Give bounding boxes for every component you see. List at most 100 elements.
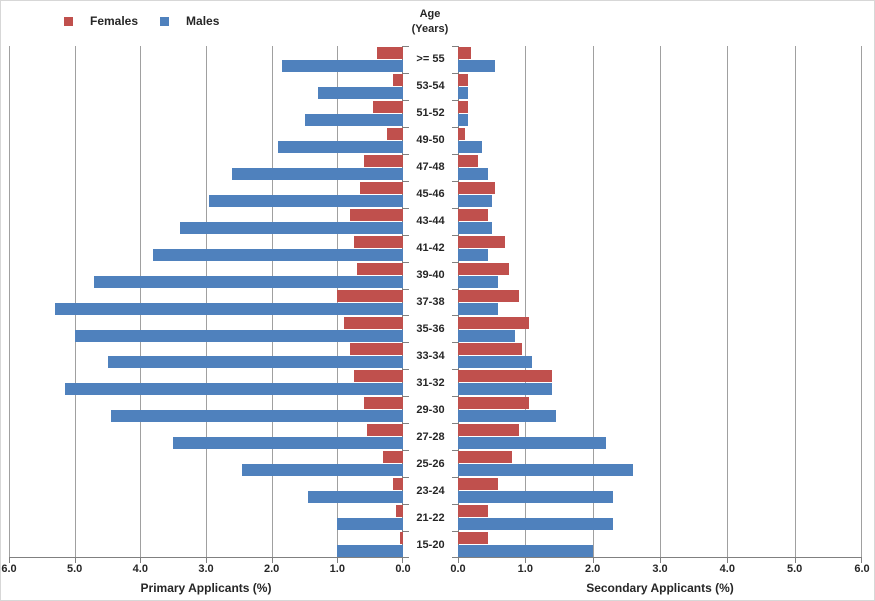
bar-males-27-28 (458, 437, 607, 450)
category-axis-tick (452, 396, 458, 398)
bar-females-31-32 (353, 370, 403, 383)
bar-males-31-32 (64, 383, 403, 396)
bar-males-49-50 (278, 140, 403, 153)
age-band (458, 423, 862, 450)
age-label: 25-26 (416, 457, 445, 470)
bar-males-39-40 (458, 275, 499, 288)
bar-females-53-54 (458, 73, 469, 86)
age-band (9, 262, 403, 289)
age-label: 53-54 (416, 80, 445, 93)
category-axis-tick (403, 288, 409, 290)
gridline (206, 46, 207, 558)
axis-tick (525, 558, 527, 563)
axis-tick (727, 558, 729, 563)
age-band (9, 316, 403, 343)
category-axis-tick (452, 99, 458, 101)
bar-females-29-30 (458, 397, 529, 410)
category-axis-tick (403, 557, 409, 558)
bar-females-43-44 (458, 208, 489, 221)
bar-females-37-38 (337, 289, 403, 302)
category-axis-tick (403, 72, 409, 74)
bar-females-23-24 (393, 478, 403, 491)
bar-females-15-20 (399, 532, 403, 545)
axis-tick (660, 558, 661, 563)
bar-females-25-26 (383, 451, 403, 464)
category-axis-tick (452, 180, 458, 182)
age-axis-title: Age (Years) (402, 7, 458, 37)
category-axis-tick (452, 153, 458, 155)
x-tick-label: 4.0 (132, 563, 148, 575)
bar-males-53-54 (317, 86, 403, 99)
age-band (458, 289, 862, 316)
bar-females-23-24 (458, 478, 499, 491)
chart-legend: Females Males (64, 14, 219, 28)
category-axis-tick (452, 423, 458, 425)
age-label: >= 55 (416, 53, 445, 66)
x-tick-label: 2.0 (264, 563, 280, 575)
gridline (271, 46, 273, 558)
bar-females-27-28 (458, 424, 519, 437)
bar-females-25-26 (458, 451, 512, 464)
bar-males-33-34 (458, 356, 533, 369)
bar-females->=55 (376, 47, 403, 59)
axis-tick (337, 558, 339, 563)
axis-tick (861, 558, 862, 563)
legend-label-males: Males (186, 14, 220, 28)
x-tick-label: 3.0 (652, 563, 668, 575)
value-axis-line (458, 46, 459, 558)
bar-males-21-22 (458, 518, 613, 531)
bar-males-25-26 (242, 464, 403, 477)
age-band (9, 369, 403, 396)
bar-females-39-40 (357, 262, 403, 275)
males-swatch-icon (160, 16, 170, 26)
bar-males-53-54 (458, 86, 469, 99)
category-axis-tick (403, 99, 409, 101)
age-band (9, 396, 403, 423)
bar-males-37-38 (458, 302, 499, 315)
axis-tick (74, 558, 76, 563)
axis-tick (458, 558, 459, 563)
axis-tick (9, 558, 10, 563)
category-axis-tick (452, 369, 458, 371)
x-tick-label: 0.0 (450, 563, 466, 575)
gridline (337, 46, 339, 558)
bar-females-39-40 (458, 262, 509, 275)
females-swatch-icon (64, 16, 73, 26)
age-band (9, 154, 403, 181)
bar-males-45-46 (458, 194, 492, 207)
bar-males-15-20 (337, 545, 403, 558)
bar-females-35-36 (343, 316, 403, 329)
category-axis-tick (452, 46, 458, 47)
axis-tick (206, 558, 207, 563)
gridline (861, 46, 862, 558)
age-band (458, 450, 862, 477)
bar-males-33-34 (107, 356, 403, 369)
category-axis-tick (403, 207, 409, 209)
age-band (458, 100, 862, 127)
bar-females-41-42 (458, 235, 506, 248)
bar-females-27-28 (366, 424, 403, 437)
category-axis-tick (403, 423, 409, 425)
age-label: 15-20 (416, 538, 445, 551)
bar-females-37-38 (458, 289, 519, 302)
bar-males-21-22 (337, 518, 403, 531)
secondary-x-tick-labels: 0.0 1.0 2.0 3.0 4.0 5.0 6.0 (450, 563, 869, 577)
category-axis-tick (403, 531, 409, 533)
legend-item-males: Males (160, 14, 219, 28)
category-axis-tick (452, 557, 458, 558)
category-axis-tick (403, 261, 409, 263)
age-band (9, 73, 403, 100)
age-band (9, 235, 403, 262)
x-tick-label: 0.0 (395, 563, 411, 575)
category-axis-tick (403, 396, 409, 398)
bar-females-49-50 (386, 127, 403, 140)
gridline (9, 46, 10, 558)
age-label: 29-30 (416, 403, 445, 416)
bars-area (458, 46, 862, 558)
x-tick-label: 5.0 (67, 563, 83, 575)
age-label: 49-50 (416, 134, 445, 147)
age-band (458, 181, 862, 208)
age-band (458, 342, 862, 369)
age-band (458, 235, 862, 262)
age-label: 23-24 (416, 484, 445, 497)
